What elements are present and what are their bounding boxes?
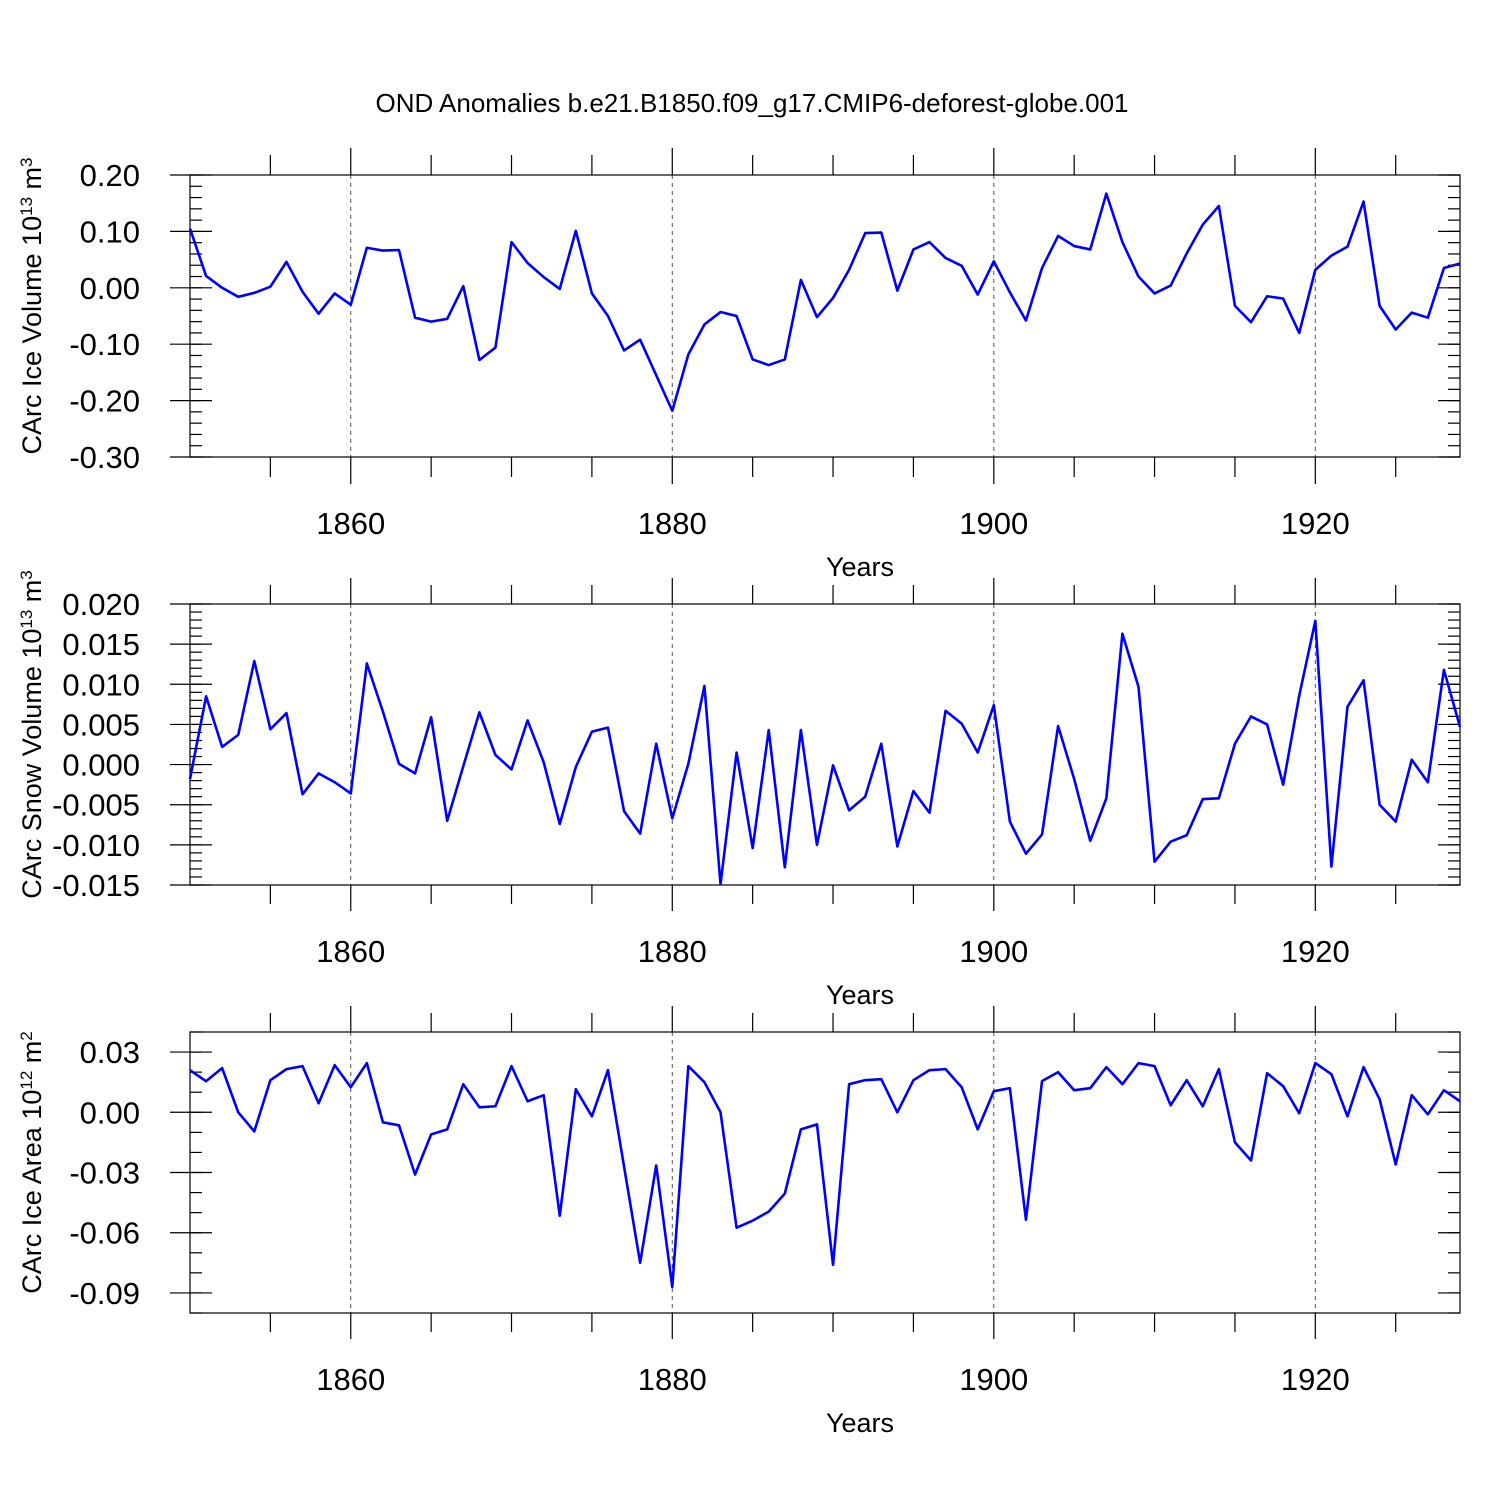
y-axis-title-text: CArc Ice Volume 10 <box>17 216 47 455</box>
y-axis-title-unit: m <box>17 580 47 610</box>
y-axis-title: CArc Ice Area 1012 m2 <box>17 1031 48 1294</box>
x-tick-label-1920: 1920 <box>1281 1362 1350 1397</box>
y-tick-label: 0.020 <box>62 587 140 622</box>
panel-ice-volume: 1860 1880 1900 1920 -0.30 -0.20 -0.10 0.00 0.10 0… <box>17 148 1461 582</box>
y-axis-title-exponent: 13 <box>17 197 36 216</box>
x-tick-label-1900: 1900 <box>959 1362 1028 1397</box>
y-tick-label: -0.03 <box>69 1156 140 1191</box>
x-tick-label-1860: 1860 <box>316 1362 385 1397</box>
y-tick-label: 0.005 <box>62 707 140 742</box>
series-line-ice-area <box>189 1061 1461 1289</box>
plot-frame <box>189 174 1461 458</box>
x-axis-title: Years <box>826 1408 894 1438</box>
y-axis-title-unit-exponent: 3 <box>17 570 36 579</box>
y-axis-title-text: CArc Snow Volume 10 <box>17 629 47 899</box>
y-tick-label: 0.015 <box>62 627 140 662</box>
y-tick-label: 0.00 <box>80 1095 140 1130</box>
x-tick-label-1880: 1880 <box>638 1362 707 1397</box>
x-tick-label-1860: 1860 <box>316 934 385 969</box>
y-axis-title-exponent: 12 <box>17 1071 36 1090</box>
y-axis-title-text: CArc Ice Area 10 <box>17 1090 47 1294</box>
x-tick-label-1860: 1860 <box>316 506 385 541</box>
x-tick-label-1880: 1880 <box>638 506 707 541</box>
x-tick-label-1880: 1880 <box>638 934 707 969</box>
y-axis-title: CArc Snow Volume 1013 m3 <box>17 570 48 899</box>
x-tick-label-1920: 1920 <box>1281 934 1350 969</box>
y-axis-title-unit: m <box>17 167 47 197</box>
y-tick-label: -0.015 <box>52 868 140 903</box>
y-tick-label: -0.06 <box>69 1216 140 1251</box>
series-line-snow-volume <box>188 619 1462 886</box>
y-tick-label: 0.20 <box>80 158 140 193</box>
x-tick-label-1900: 1900 <box>959 506 1028 541</box>
x-axis-title: Years <box>826 552 894 582</box>
x-tick-label-1900: 1900 <box>959 934 1028 969</box>
y-tick-label: 0.10 <box>80 214 140 249</box>
series-line-ice-volume <box>188 192 1461 413</box>
x-axis-title: Years <box>826 980 894 1010</box>
y-axis-title-unit-exponent: 2 <box>17 1031 36 1040</box>
x-tick-label-1920: 1920 <box>1281 506 1350 541</box>
y-axis-title: CArc Ice Volume 1013 m3 <box>17 157 48 454</box>
y-axis-title-unit: m <box>17 1041 47 1071</box>
figure-title: OND Anomalies b.e21.B1850.f09_g17.CMIP6-… <box>375 88 1128 118</box>
y-tick-label: -0.20 <box>69 384 140 419</box>
y-tick-label: -0.09 <box>69 1276 140 1311</box>
y-tick-label: 0.00 <box>80 271 140 306</box>
y-tick-label: -0.010 <box>52 828 140 863</box>
y-tick-label: -0.10 <box>69 327 140 362</box>
y-axis-title-exponent: 13 <box>17 610 36 629</box>
panel-snow-volume: 1860 1880 1900 1920 -0.015 -0.010 -0.005 0.000 0… <box>17 570 1462 1010</box>
y-tick-label: 0.010 <box>62 667 140 702</box>
panel-ice-area: 1860 1880 1900 1920 -0.09 -0.06 -0.03 0.00 0.03 Y… <box>17 1006 1461 1438</box>
y-tick-label: -0.005 <box>52 788 140 823</box>
y-tick-label: -0.30 <box>69 440 140 475</box>
plot-frame <box>189 603 1461 886</box>
y-tick-label: 0.03 <box>80 1035 140 1070</box>
y-axis-title-unit-exponent: 3 <box>17 157 36 166</box>
y-tick-label: 0.000 <box>62 748 140 783</box>
